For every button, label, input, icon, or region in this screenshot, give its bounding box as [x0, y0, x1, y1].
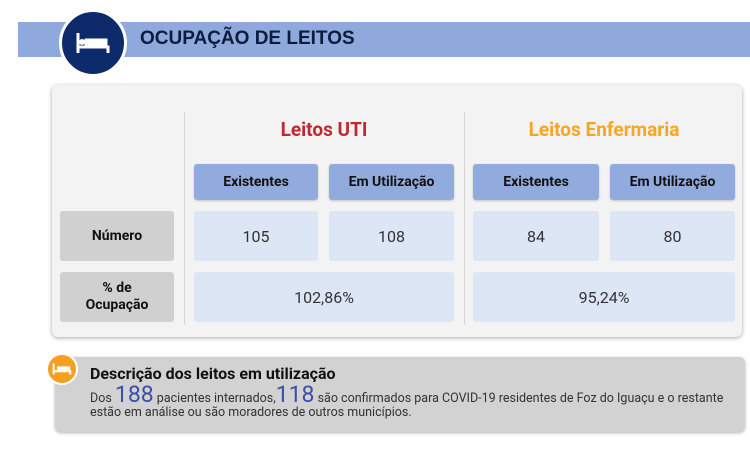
highlight-number: 118 [275, 381, 315, 408]
value-cell: 108 [329, 211, 454, 261]
group-title: Leitos UTI [280, 118, 368, 141]
description-title: Descrição dos leitos em utilização [90, 364, 336, 383]
divider [184, 112, 185, 325]
row-label: Número [60, 211, 174, 261]
value-cell: 80 [610, 211, 735, 261]
highlight-number: 188 [114, 381, 154, 408]
group-title: Leitos Enfermaria [528, 118, 680, 141]
text: Dos [90, 391, 112, 406]
text: pacientes internados, [156, 391, 276, 406]
value-cell: 105 [194, 211, 318, 261]
value-cell: 84 [473, 211, 599, 261]
column-header: Em Utilização [329, 164, 454, 200]
occupancy-cell: 95,24% [473, 272, 735, 322]
header-icon [59, 9, 127, 77]
text: são confirmados para COVID-19 residentes… [90, 391, 724, 420]
description-text: Dos 188 pacientes internados,118 são con… [90, 383, 730, 420]
description-icon [46, 353, 78, 385]
column-header: Existentes [194, 164, 318, 200]
column-header: Em Utilização [610, 164, 735, 200]
header-bar [18, 22, 750, 57]
occupancy-cell: 102,86% [194, 272, 454, 322]
header-title: OCUPAÇÃO DE LEITOS [140, 28, 355, 49]
row-label: % de Ocupação [60, 272, 174, 322]
divider [464, 112, 465, 325]
column-header: Existentes [473, 164, 599, 200]
description-box [55, 357, 745, 432]
